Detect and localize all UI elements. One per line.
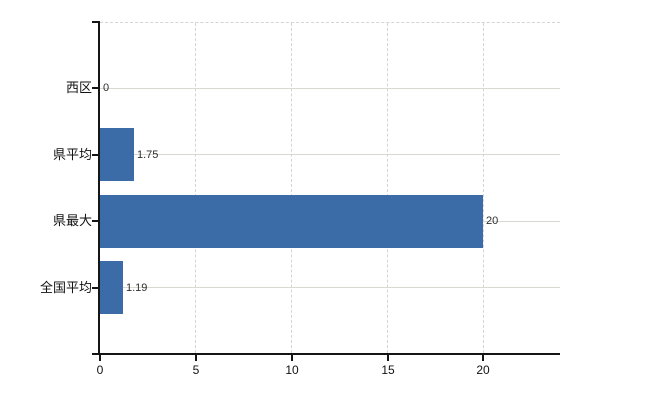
x-tick-label: 5 [192, 363, 200, 377]
value-label: 20 [486, 215, 499, 227]
category-label: 西区 [65, 80, 92, 95]
x-axis-tick [291, 355, 293, 361]
bar [100, 195, 483, 248]
x-tick-label: 15 [381, 363, 395, 377]
x-axis-tick [482, 355, 484, 361]
gridline-vertical [387, 23, 388, 353]
gridline-vertical [291, 23, 292, 353]
gridline-horizontal [100, 88, 560, 89]
y-axis [98, 21, 100, 355]
value-label: 1.19 [126, 282, 148, 294]
y-axis-tick [92, 220, 100, 222]
category-label: 県平均 [52, 147, 92, 162]
x-axis [92, 353, 560, 355]
x-tick-label: 10 [285, 363, 299, 377]
bar [100, 128, 134, 181]
x-axis-tick [195, 355, 197, 361]
plot-top-border [100, 22, 560, 23]
value-label: 0 [103, 82, 110, 94]
category-label: 全国平均 [39, 280, 92, 295]
gridline-vertical [195, 23, 196, 353]
bar [100, 261, 123, 314]
x-axis-tick [387, 355, 389, 361]
x-tick-label: 0 [96, 363, 104, 377]
y-axis-tick [92, 287, 100, 289]
category-label: 県最大 [52, 213, 92, 228]
gridline-vertical [483, 23, 484, 353]
y-axis-endcap-tick [92, 21, 100, 23]
y-axis-tick [92, 154, 100, 156]
value-label: 1.75 [137, 149, 159, 161]
y-axis-tick [92, 87, 100, 89]
x-tick-label: 20 [476, 363, 490, 377]
gridline-horizontal [100, 154, 560, 155]
x-axis-tick [99, 355, 101, 361]
gridline-horizontal [100, 287, 560, 288]
